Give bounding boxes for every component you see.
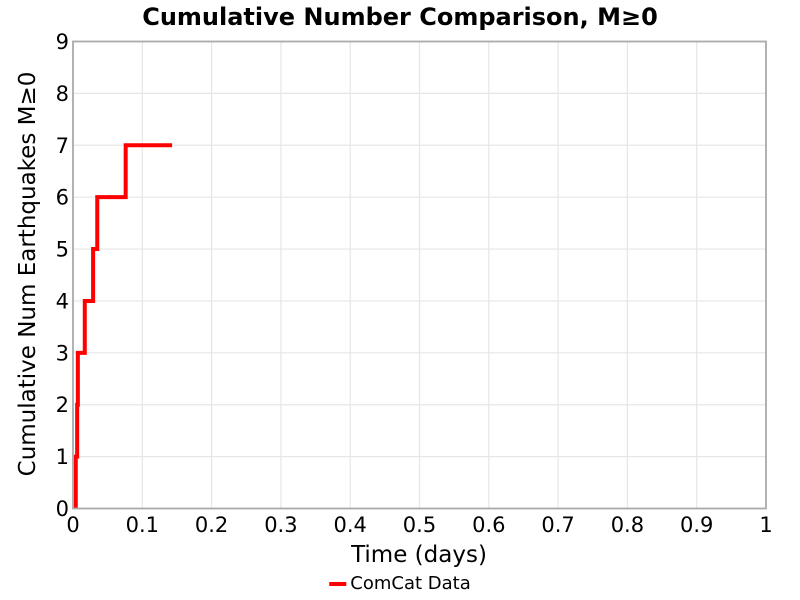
y-tick-label: 8	[56, 82, 69, 106]
y-tick-label: 2	[56, 393, 69, 417]
x-tick-label: 0.3	[264, 513, 297, 537]
y-tick-label: 7	[56, 134, 69, 158]
x-tick-label: 0.6	[472, 513, 505, 537]
x-tick-label: 0.9	[680, 513, 713, 537]
x-tick-label: 0.7	[541, 513, 574, 537]
plot-border	[72, 40, 767, 510]
legend: ComCat Data	[329, 573, 471, 594]
x-tick-label: 0.2	[195, 513, 228, 537]
x-tick-label: 0.5	[403, 513, 436, 537]
x-tick-label: 1	[759, 513, 772, 537]
y-tick-label: 9	[56, 30, 69, 54]
y-tick-label: 5	[56, 238, 69, 262]
x-axis-label: Time (days)	[351, 542, 487, 568]
y-tick-label: 0	[56, 497, 69, 521]
y-tick-label: 3	[56, 341, 69, 365]
x-tick-label: 0	[66, 513, 79, 537]
y-tick-label: 6	[56, 186, 69, 210]
chart-title: Cumulative Number Comparison, M≥0	[142, 3, 658, 31]
series-line-comcat	[73, 143, 173, 509]
x-tick-label: 0.4	[333, 513, 366, 537]
y-tick-label: 1	[56, 445, 69, 469]
x-tick-label: 0.8	[611, 513, 644, 537]
y-tick-label: 4	[56, 289, 69, 313]
legend-line-swatch-icon	[329, 581, 347, 586]
legend-label: ComCat Data	[350, 573, 471, 594]
x-tick-label: 0.1	[126, 513, 159, 537]
